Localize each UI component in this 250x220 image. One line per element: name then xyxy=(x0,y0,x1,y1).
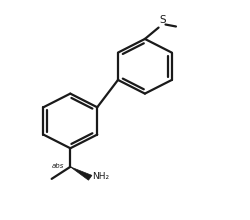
Text: abs: abs xyxy=(52,163,64,169)
Text: S: S xyxy=(159,15,166,25)
Polygon shape xyxy=(70,167,92,180)
Text: NH₂: NH₂ xyxy=(92,172,109,181)
